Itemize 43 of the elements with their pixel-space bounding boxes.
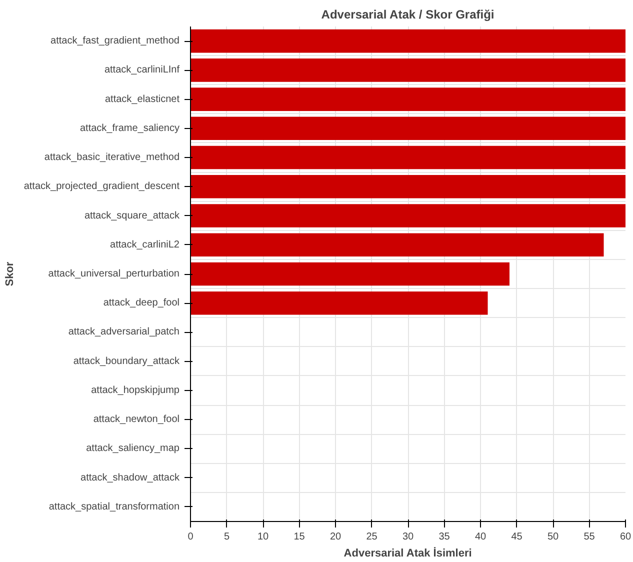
y-tick-label: attack_elasticnet — [105, 94, 180, 105]
bar — [190, 291, 488, 315]
bar — [190, 204, 626, 228]
bar — [190, 175, 626, 198]
y-tick-label: attack_saliency_map — [86, 443, 180, 454]
bar — [190, 146, 626, 170]
bar — [190, 58, 626, 82]
x-tick-label: 15 — [294, 532, 306, 542]
x-axis-title: Adversarial Atak İsimleri — [344, 546, 472, 560]
y-tick-label: attack_boundary_attack — [73, 356, 180, 367]
x-tick-label: 60 — [620, 532, 632, 542]
x-tick-label: 55 — [584, 532, 596, 542]
x-tick-label: 25 — [366, 532, 378, 542]
y-tick-label: attack_adversarial_patch — [68, 326, 180, 338]
y-tick-label: attack_shadow_attack — [80, 472, 180, 484]
x-tick-label: 35 — [438, 532, 450, 542]
bar — [190, 262, 510, 286]
y-tick-label: attack_deep_fool — [103, 298, 180, 309]
x-tick-label: 30 — [402, 532, 414, 542]
x-tick-label: 10 — [257, 532, 269, 542]
y-tick-label: attack_square_attack — [84, 210, 180, 222]
x-tick-label: 0 — [188, 532, 194, 542]
bar — [190, 233, 604, 257]
y-axis-title: Skor — [4, 261, 16, 286]
bar — [190, 29, 626, 53]
y-tick-label: attack_basic_iterative_method — [44, 152, 180, 164]
y-tick-label: attack_spatial_transformation — [48, 501, 180, 512]
y-tick-label: attack_fast_gradient_method — [50, 36, 180, 47]
y-tick-label: attack_carliniLInf — [104, 64, 180, 76]
y-tick-label: attack_newton_fool — [93, 414, 180, 426]
y-tick-label: attack_hopskipjump — [91, 384, 180, 396]
y-tick-label: attack_universal_perturbation — [48, 268, 180, 280]
y-tick-label: attack_carliniL2 — [110, 239, 180, 250]
chart-title: Adversarial Atak / Skor Grafiği — [321, 8, 494, 22]
bar — [190, 116, 626, 140]
y-tick-label: attack_projected_gradient_descent — [24, 181, 180, 192]
x-tick-label: 50 — [547, 532, 559, 542]
x-tick-label: 40 — [474, 532, 486, 542]
y-tick-label: attack_frame_saliency — [80, 122, 180, 134]
x-tick-label: 20 — [330, 532, 342, 542]
x-tick-label: 45 — [511, 532, 523, 542]
bar — [190, 88, 626, 111]
x-tick-label: 5 — [224, 532, 230, 542]
